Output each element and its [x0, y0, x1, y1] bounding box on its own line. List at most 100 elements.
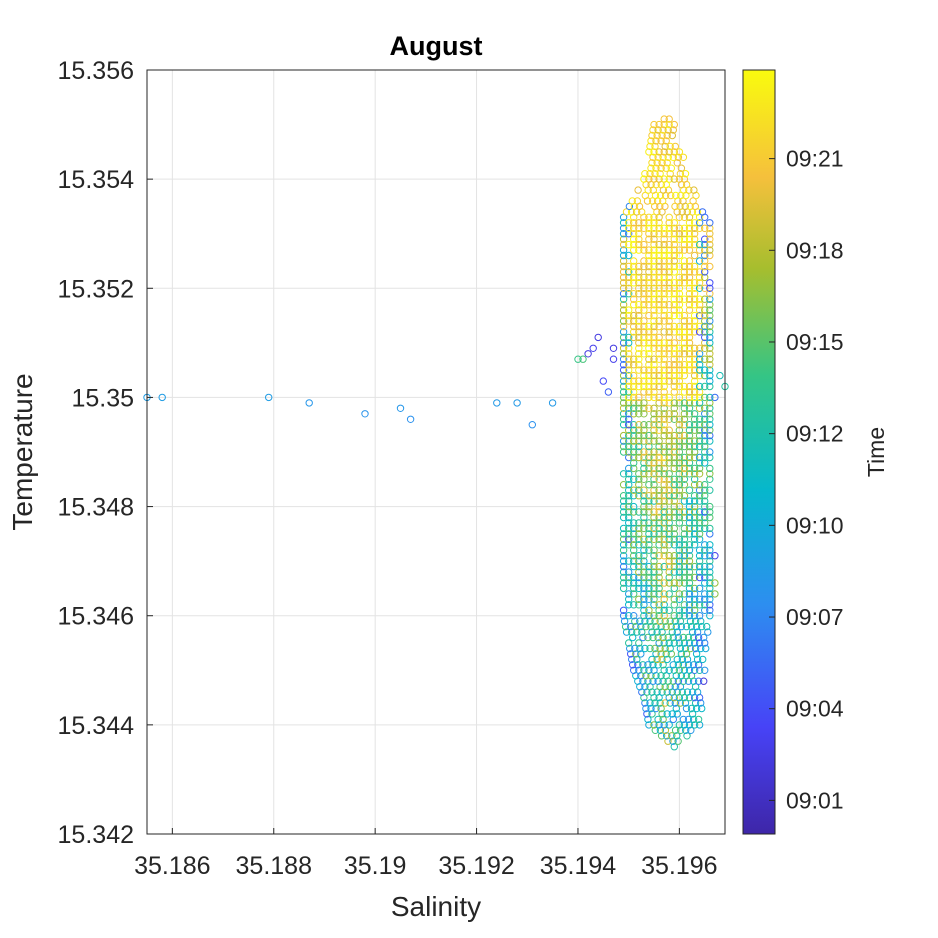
data-point [625, 568, 633, 576]
data-point [665, 442, 673, 451]
colorbar: 09:01 09:04 09:07 09:10 09:12 09:15 09:18 09:21… [742, 69, 889, 835]
data-point [650, 410, 658, 418]
data-point [619, 355, 628, 363]
data-point [706, 361, 714, 369]
data-point [630, 459, 638, 467]
data-point [396, 404, 405, 412]
data-point [630, 393, 638, 402]
data-point [656, 726, 665, 734]
data-point [625, 497, 633, 505]
data-point [635, 344, 643, 352]
data-point [685, 666, 694, 674]
data-point [630, 240, 638, 249]
data-point [675, 421, 684, 429]
data-point [626, 644, 634, 653]
data-point [648, 197, 657, 205]
data-point [670, 311, 678, 320]
data-point [701, 355, 709, 363]
data-point [645, 377, 653, 385]
data-point [639, 661, 647, 669]
data-point [670, 240, 678, 249]
data-point [635, 562, 643, 571]
data-point [670, 530, 678, 538]
data-point [619, 541, 628, 549]
data-point [625, 290, 633, 298]
data-point [680, 230, 689, 238]
data-point [630, 328, 638, 336]
data-point [686, 644, 695, 653]
data-point [635, 306, 643, 314]
colorbar-tick-label: 09:10 [786, 512, 844, 538]
data-point [625, 366, 633, 374]
data-point [701, 421, 709, 429]
data-point [706, 595, 714, 603]
data-point [706, 486, 714, 494]
data-point [655, 552, 663, 560]
data-point [670, 284, 678, 292]
data-point [646, 170, 654, 178]
data-point [630, 546, 638, 554]
data-point [650, 481, 658, 489]
data-point [690, 595, 699, 603]
data-point [665, 115, 673, 123]
data-point [640, 421, 648, 429]
data-point [619, 230, 628, 238]
data-point [685, 240, 694, 249]
data-point [622, 208, 631, 216]
data-point [685, 328, 694, 336]
data-point [695, 508, 704, 516]
data-point [632, 622, 640, 631]
data-point [630, 448, 638, 456]
data-point [706, 513, 714, 522]
data-point [690, 475, 699, 483]
data-point [633, 197, 642, 205]
data-point [665, 535, 673, 543]
data-point [650, 486, 658, 494]
data-point [619, 377, 628, 385]
data-point [670, 295, 678, 303]
data-point [619, 306, 628, 314]
data-point [645, 366, 653, 374]
data-point [695, 562, 704, 571]
data-point [660, 421, 668, 429]
data-point [650, 552, 658, 560]
data-point [640, 371, 648, 380]
data-point [692, 650, 701, 658]
data-point [619, 224, 628, 233]
data-point [680, 262, 689, 271]
data-point [660, 355, 668, 363]
data-point [690, 590, 699, 598]
data-point [640, 606, 648, 614]
data-point [670, 486, 678, 494]
data-point [670, 306, 678, 314]
data-point [640, 612, 648, 620]
data-point [675, 366, 684, 374]
data-point [645, 382, 653, 391]
data-point [660, 497, 668, 505]
data-point [685, 301, 694, 309]
data-point [670, 322, 678, 331]
data-point [685, 426, 694, 434]
data-point [695, 464, 704, 473]
data-point [648, 710, 656, 718]
data-point [651, 699, 659, 707]
data-point [630, 562, 638, 571]
data-point [650, 437, 658, 445]
data-point [685, 410, 694, 418]
data-point [630, 612, 638, 620]
data-point [672, 704, 680, 713]
data-point [711, 590, 719, 598]
data-point [650, 535, 658, 543]
data-point [665, 606, 673, 614]
data-point [701, 590, 709, 598]
data-point [630, 541, 638, 549]
data-point [635, 535, 643, 543]
data-point [685, 431, 694, 440]
data-point [660, 350, 668, 358]
data-point [670, 350, 678, 358]
data-point [680, 612, 689, 620]
data-point [675, 246, 684, 254]
data-point [695, 552, 704, 560]
data-point [706, 262, 714, 271]
data-point [680, 415, 689, 423]
